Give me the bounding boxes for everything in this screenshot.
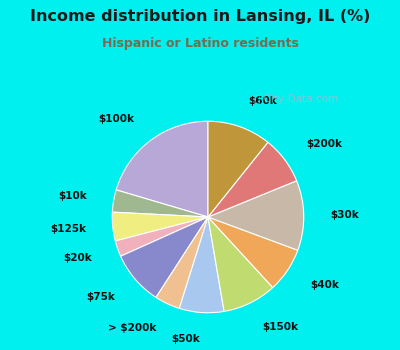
Text: $150k: $150k xyxy=(262,322,298,332)
Text: $10k: $10k xyxy=(58,191,87,201)
Wedge shape xyxy=(116,121,208,217)
Text: $30k: $30k xyxy=(330,210,359,220)
Wedge shape xyxy=(208,217,273,312)
Text: $50k: $50k xyxy=(171,334,200,344)
Text: $75k: $75k xyxy=(86,292,115,302)
Text: Hispanic or Latino residents: Hispanic or Latino residents xyxy=(102,37,298,50)
Text: $100k: $100k xyxy=(99,114,135,124)
Wedge shape xyxy=(112,212,208,241)
Wedge shape xyxy=(208,142,297,217)
Text: ⓘ City-Data.com: ⓘ City-Data.com xyxy=(254,94,338,105)
Wedge shape xyxy=(156,217,208,308)
Text: Income distribution in Lansing, IL (%): Income distribution in Lansing, IL (%) xyxy=(30,9,370,24)
Wedge shape xyxy=(121,217,208,298)
Text: $60k: $60k xyxy=(249,96,277,106)
Wedge shape xyxy=(208,217,298,287)
Wedge shape xyxy=(208,181,304,250)
Text: $40k: $40k xyxy=(310,280,339,290)
Wedge shape xyxy=(208,121,268,217)
Wedge shape xyxy=(112,190,208,217)
Text: $20k: $20k xyxy=(64,253,92,262)
Text: $200k: $200k xyxy=(306,139,342,149)
Wedge shape xyxy=(179,217,224,313)
Text: > $200k: > $200k xyxy=(108,323,156,333)
Text: $125k: $125k xyxy=(50,224,86,234)
Wedge shape xyxy=(115,217,208,256)
